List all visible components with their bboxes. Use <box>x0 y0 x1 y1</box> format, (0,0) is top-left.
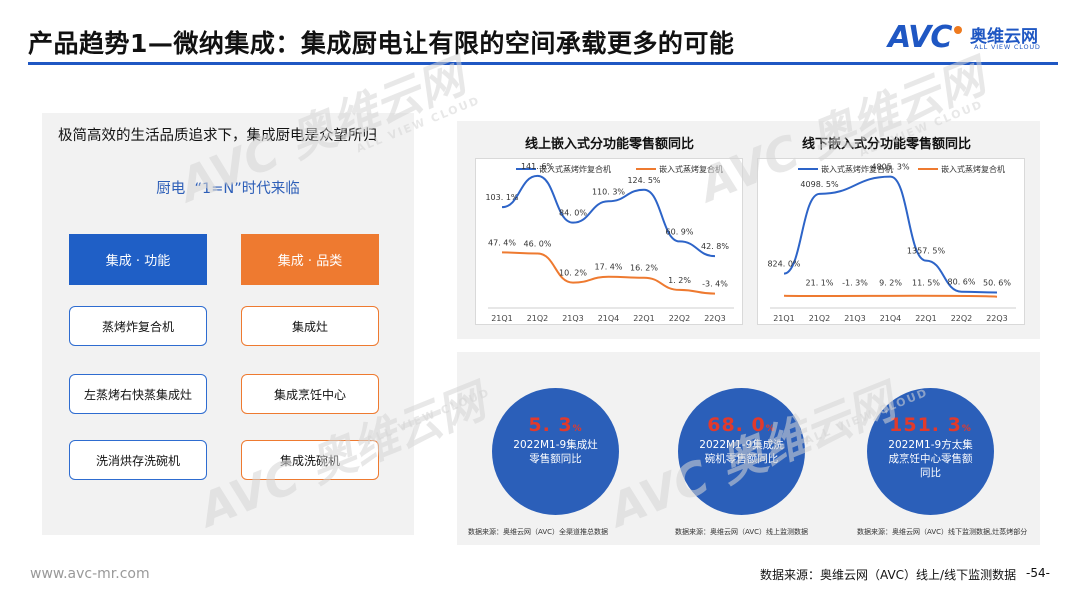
data-label: -3. 4% <box>702 280 728 289</box>
offline-chart-card: 嵌入式蒸烤炸复合机 嵌入式蒸烤复合机 21Q1 21Q2 21Q3 21Q4 22Q1 22Q… <box>757 158 1025 325</box>
data-label: 824. 0% <box>767 260 800 269</box>
x-tick-label: 21Q4 <box>598 314 620 323</box>
sales-growth-charts-panel: 线上嵌入式分功能零售额同比 线下嵌入式分功能零售额同比 嵌入式蒸烤炸复合机 嵌入式… <box>457 121 1040 339</box>
data-label: 42. 8% <box>701 242 729 251</box>
x-tick-label: 21Q3 <box>844 314 866 323</box>
x-tick-label: 22Q2 <box>951 314 973 323</box>
stat-source-note: 数据来源：奥维云网（AVC）线下监测数据,灶蒸烤部分 <box>857 528 1028 536</box>
data-label: 50. 6% <box>983 278 1011 287</box>
panel-subheading: 厨电 “1=N”时代来临 <box>156 181 300 197</box>
page-title: 产品趋势1—微纳集成：集成厨电让有限的空间承载更多的可能 <box>28 29 735 58</box>
x-tick-label: 22Q3 <box>704 314 726 323</box>
legend-label: 嵌入式蒸烤炸复合机 <box>539 164 611 174</box>
stat-source-note: 数据来源：奥维云网（AVC）线上监测数据 <box>675 528 809 536</box>
x-tick-label: 22Q2 <box>669 314 691 323</box>
data-label: 47. 4% <box>488 238 516 247</box>
logo-name-en: ALL VIEW CLOUD <box>974 43 1041 51</box>
data-label: 11. 5% <box>912 279 940 288</box>
data-label: 46. 0% <box>524 240 552 249</box>
stat-circle: 151. 3% 2022M1-9方太集成烹饪中心零售额同比 <box>867 388 994 515</box>
x-tick-label: 21Q2 <box>809 314 831 323</box>
data-label: 141. 6% <box>521 162 554 171</box>
stat-value: 151. 3% <box>889 414 972 436</box>
data-label: 1. 2% <box>668 276 691 285</box>
x-tick-label: 21Q4 <box>880 314 902 323</box>
function-item: 左蒸烤右快蒸集成灶 <box>69 374 207 414</box>
stat-source-note: 数据来源：奥维云网（AVC）全渠道推总数据 <box>468 528 609 536</box>
logo-dot-icon <box>954 26 962 34</box>
x-tick-label: 21Q1 <box>491 314 513 323</box>
stat-label: 2022M1-9方太集成烹饪中心零售额同比 <box>888 439 973 479</box>
product-item: 集成灶 <box>241 306 379 346</box>
data-label: 9. 2% <box>879 279 902 288</box>
data-label: 60. 9% <box>666 227 694 236</box>
x-tick-label: 22Q3 <box>986 314 1008 323</box>
series-line <box>783 175 998 294</box>
stat-circle: 5. 3% 2022M1-9集成灶零售额同比 <box>492 388 619 515</box>
offline-chart-title: 线下嵌入式分功能零售额同比 <box>802 137 972 152</box>
panel-heading: 极简高效的生活品质追求下，集成厨电是众望所归 <box>58 128 377 144</box>
stat-circle: 68. 0% 2022M1-9集成洗碗机零售额同比 <box>678 388 805 515</box>
data-label: 16. 2% <box>630 264 658 273</box>
category-product: 集成 · 品类 <box>241 234 379 285</box>
title-divider <box>28 62 1058 65</box>
logo-name-cn: 奥维云网 <box>970 27 1038 47</box>
data-label: 4805. 3% <box>871 163 910 172</box>
x-tick-label: 21Q3 <box>562 314 584 323</box>
data-label: 110. 3% <box>592 187 625 196</box>
key-stats-panel: 5. 3% 2022M1-9集成灶零售额同比 68. 0% 2022M1-9集成… <box>457 352 1040 545</box>
data-label: 103. 1% <box>485 193 518 202</box>
online-line-chart: 嵌入式蒸烤炸复合机 嵌入式蒸烤复合机 21Q1 21Q2 21Q3 21Q4 22Q1 22Q… <box>485 162 734 323</box>
legend-label: 嵌入式蒸烤复合机 <box>941 164 1005 174</box>
x-tick-label: 21Q1 <box>773 314 795 323</box>
function-item: 蒸烤炸复合机 <box>69 306 207 346</box>
footer-website: www.avc-mr.com <box>30 566 150 582</box>
x-tick-label: 22Q1 <box>633 314 655 323</box>
online-chart-title: 线上嵌入式分功能零售额同比 <box>525 137 695 152</box>
data-label: 1357. 5% <box>907 247 946 256</box>
footer-source: 数据来源：奥维云网（AVC）线上/线下监测数据 <box>760 568 1017 582</box>
legend-label: 嵌入式蒸烤复合机 <box>659 164 723 174</box>
data-label: 21. 1% <box>806 279 834 288</box>
stat-value: 5. 3% <box>528 414 583 436</box>
offline-line-chart: 嵌入式蒸烤炸复合机 嵌入式蒸烤复合机 21Q1 21Q2 21Q3 21Q4 22Q1 22Q… <box>767 163 1016 323</box>
data-label: 84. 0% <box>559 209 587 218</box>
stat-label: 2022M1-9集成灶零售额同比 <box>513 439 598 465</box>
function-item: 洗消烘存洗碗机 <box>69 440 207 480</box>
product-item: 集成洗碗机 <box>241 440 379 480</box>
data-label: 80. 6% <box>948 278 976 287</box>
page-number: -54- <box>1026 566 1050 580</box>
series-line <box>501 251 716 295</box>
category-function: 集成 · 功能 <box>69 234 207 285</box>
x-tick-label: 21Q2 <box>527 314 549 323</box>
data-label: 4098. 5% <box>800 180 839 189</box>
stat-label: 2022M1-9集成洗碗机零售额同比 <box>699 439 784 465</box>
data-label: 10. 2% <box>559 269 587 278</box>
integration-concept-panel: 极简高效的生活品质追求下，集成厨电是众望所归 厨电 “1=N”时代来临 集成 ·… <box>42 113 414 535</box>
data-label: 124. 5% <box>627 176 660 185</box>
data-label: 17. 4% <box>595 263 623 272</box>
data-label: -1. 3% <box>842 279 868 288</box>
series-line <box>783 294 998 298</box>
online-chart-card: 嵌入式蒸烤炸复合机 嵌入式蒸烤复合机 21Q1 21Q2 21Q3 21Q4 22Q1 22Q… <box>475 158 743 325</box>
logo-brand: AVC <box>888 20 952 55</box>
product-item: 集成烹饪中心 <box>241 374 379 414</box>
avc-logo: AVC 奥维云网 ALL VIEW CLOUD <box>888 20 1058 55</box>
series-line <box>501 174 716 258</box>
x-tick-label: 22Q1 <box>915 314 937 323</box>
legend-label: 嵌入式蒸烤炸复合机 <box>821 164 893 174</box>
stat-value: 68. 0% <box>707 414 776 436</box>
